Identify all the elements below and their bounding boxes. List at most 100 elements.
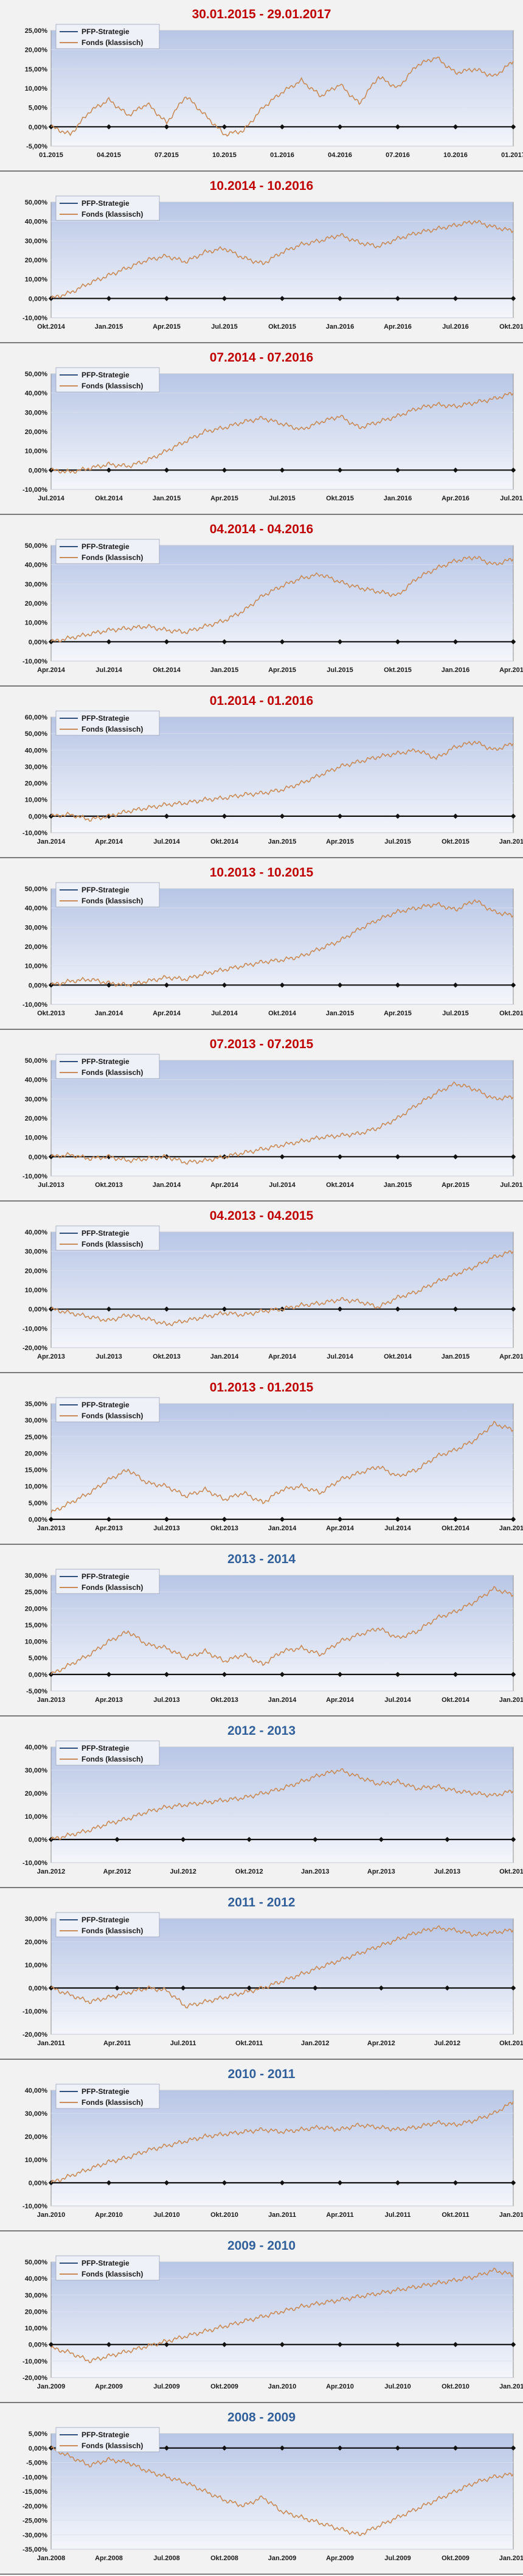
y-tick-label: 40,00% — [25, 2087, 48, 2095]
x-tick-label: 01.2015 — [39, 152, 63, 159]
series-marker — [221, 296, 227, 301]
legend-label-strategy: PFP-Strategie — [81, 27, 130, 36]
chart-title: 07.2013 - 07.2015 — [209, 1037, 314, 1051]
y-tick-label: 0,00% — [29, 2180, 47, 2187]
y-tick-label: -10,00% — [23, 830, 47, 837]
x-tick-label: Jul.2013 — [434, 1868, 460, 1875]
x-tick-label: Jan.2015 — [153, 495, 181, 502]
series-line-fonds-klassisch — [50, 2267, 514, 2364]
x-tick-label: 01.2017 — [501, 152, 523, 159]
chart-panel: 10.2013 - 10.2015 50,00% 40,00% 30,00% 20,00… — [0, 858, 523, 1030]
series-marker — [452, 639, 459, 645]
panel-divider — [0, 170, 523, 172]
y-tick-label: 0,00% — [29, 639, 47, 646]
y-tick-label: 20,00% — [25, 2133, 48, 2141]
legend: PFP-Strategie Fonds (klassisch) — [55, 1225, 160, 1251]
x-tick-label: Jul.2015 — [442, 1010, 468, 1017]
x-tick-label: Jan.2014 — [268, 1525, 297, 1532]
legend: PFP-Strategie Fonds (klassisch) — [55, 195, 160, 221]
x-tick-label: Jan.2015 — [499, 1525, 523, 1532]
y-tick-label: 20,00% — [25, 1267, 48, 1275]
x-tick-label: Apr.2016 — [384, 323, 412, 331]
chart-panel: 2012 - 2013 40,00% 30,00% 20,00% 10,00% 0,00%… — [0, 1717, 523, 1888]
legend-label-fund: Fonds (klassisch) — [81, 1240, 143, 1248]
panel-divider — [0, 1200, 523, 1202]
x-tick-label: Jul.2009 — [384, 2555, 410, 2562]
legend-box — [55, 1225, 160, 1251]
legend-box — [55, 882, 160, 908]
y-tick-label: -20,00% — [23, 2503, 47, 2510]
y-tick-label: 5,00% — [29, 1655, 47, 1662]
x-tick-label: Jul.2010 — [153, 2211, 179, 2219]
y-tick-label: 15,00% — [25, 1622, 48, 1629]
y-tick-label: -10,00% — [23, 1001, 47, 1009]
x-tick-label: Jan.2011 — [268, 2211, 296, 2219]
chart-panel: 04.2013 - 04.2015 40,00% 30,00% 20,00% 10,00… — [0, 1202, 523, 1373]
y-tick-label: 10,00% — [25, 2325, 48, 2333]
y-tick-label: -10,00% — [23, 486, 47, 494]
y-tick-label: 0,00% — [29, 295, 47, 303]
legend-box — [55, 539, 160, 564]
chart-panel: 07.2013 - 07.2015 50,00% 40,00% 30,00% 20,00… — [0, 1030, 523, 1202]
x-tick-label: Jul.2014 — [153, 838, 180, 845]
x-tick-label: 01.2016 — [270, 152, 294, 159]
x-tick-label: Okt.2014 — [153, 667, 181, 674]
x-tick-label: Jul.2014 — [211, 1010, 238, 1017]
y-tick-label: 0,00% — [29, 467, 47, 474]
y-tick-label: -10,00% — [23, 2008, 47, 2015]
y-tick-label: -20,00% — [23, 1345, 47, 1352]
series-marker — [180, 1985, 186, 1991]
y-tick-label: 30,00% — [25, 1248, 48, 1256]
x-tick-label: Jul.2010 — [384, 2383, 410, 2390]
series-line-fonds-klassisch — [50, 740, 514, 822]
legend-box — [55, 1397, 160, 1423]
y-tick-label: 10,00% — [25, 1813, 48, 1821]
plot-area — [50, 2090, 514, 2207]
y-tick-label: 10,00% — [25, 2157, 48, 2164]
x-tick-label: Jul.2011 — [385, 2211, 411, 2219]
x-tick-label: Jan.2015 — [95, 323, 123, 331]
x-tick-label: Jan.2010 — [499, 2555, 523, 2562]
x-tick-label: Okt.2013 — [210, 1525, 238, 1532]
x-tick-label: Jul.2012 — [434, 2040, 460, 2047]
legend-label-strategy: PFP-Strategie — [81, 886, 130, 894]
y-tick-label: 0,00% — [29, 1153, 47, 1161]
x-tick-label: Jan.2014 — [210, 1353, 239, 1360]
series-marker — [221, 639, 227, 645]
x-tick-label: Jan.2012 — [499, 2211, 523, 2219]
x-tick-label: Apr.2015 — [384, 1010, 412, 1017]
y-tick-label: 20,00% — [25, 47, 48, 54]
series-marker — [395, 639, 401, 645]
series-line-fonds-klassisch — [50, 1768, 514, 1840]
y-tick-label: 0,00% — [29, 1836, 47, 1844]
series-marker — [106, 467, 112, 473]
x-tick-label: Okt.2014 — [210, 838, 239, 845]
plot-area — [50, 1918, 514, 2035]
panel-divider — [0, 857, 523, 858]
chart-title: 30.01.2015 - 29.01.2017 — [192, 7, 331, 21]
line-chart: 50,00% 40,00% 30,00% 20,00% 10,00% 0,00% -10,0… — [23, 367, 523, 502]
x-tick-label: Apr.2016 — [442, 495, 469, 502]
y-tick-label: 50,00% — [25, 1057, 48, 1065]
x-tick-label: Okt.2011 — [442, 2211, 469, 2219]
y-tick-label: 10,00% — [25, 276, 48, 284]
series-marker — [164, 124, 170, 130]
chart-title: 2008 - 2009 — [227, 2410, 296, 2424]
legend-box — [55, 1912, 160, 1937]
y-tick-label: -10,00% — [23, 2203, 47, 2210]
y-tick-label: 15,00% — [25, 1467, 48, 1474]
legend-label-fund: Fonds (klassisch) — [81, 2270, 143, 2278]
legend-label-strategy: PFP-Strategie — [81, 2259, 130, 2267]
panel-divider — [0, 1544, 523, 1545]
y-tick-label: 20,00% — [25, 1939, 48, 1946]
x-tick-label: Okt.2014 — [95, 495, 123, 502]
chart-title: 2009 - 2010 — [227, 2239, 296, 2253]
series-marker — [164, 2180, 170, 2186]
x-tick-label: Apr.2009 — [326, 2555, 354, 2562]
legend-label-strategy: PFP-Strategie — [81, 714, 130, 723]
y-tick-label: 20,00% — [25, 1450, 48, 1457]
x-tick-label: Apr.2010 — [95, 2211, 123, 2219]
y-tick-label: 0,00% — [29, 2445, 47, 2452]
legend: PFP-Strategie Fonds (klassisch) — [55, 1397, 160, 1423]
y-tick-label: 30,00% — [25, 237, 48, 245]
